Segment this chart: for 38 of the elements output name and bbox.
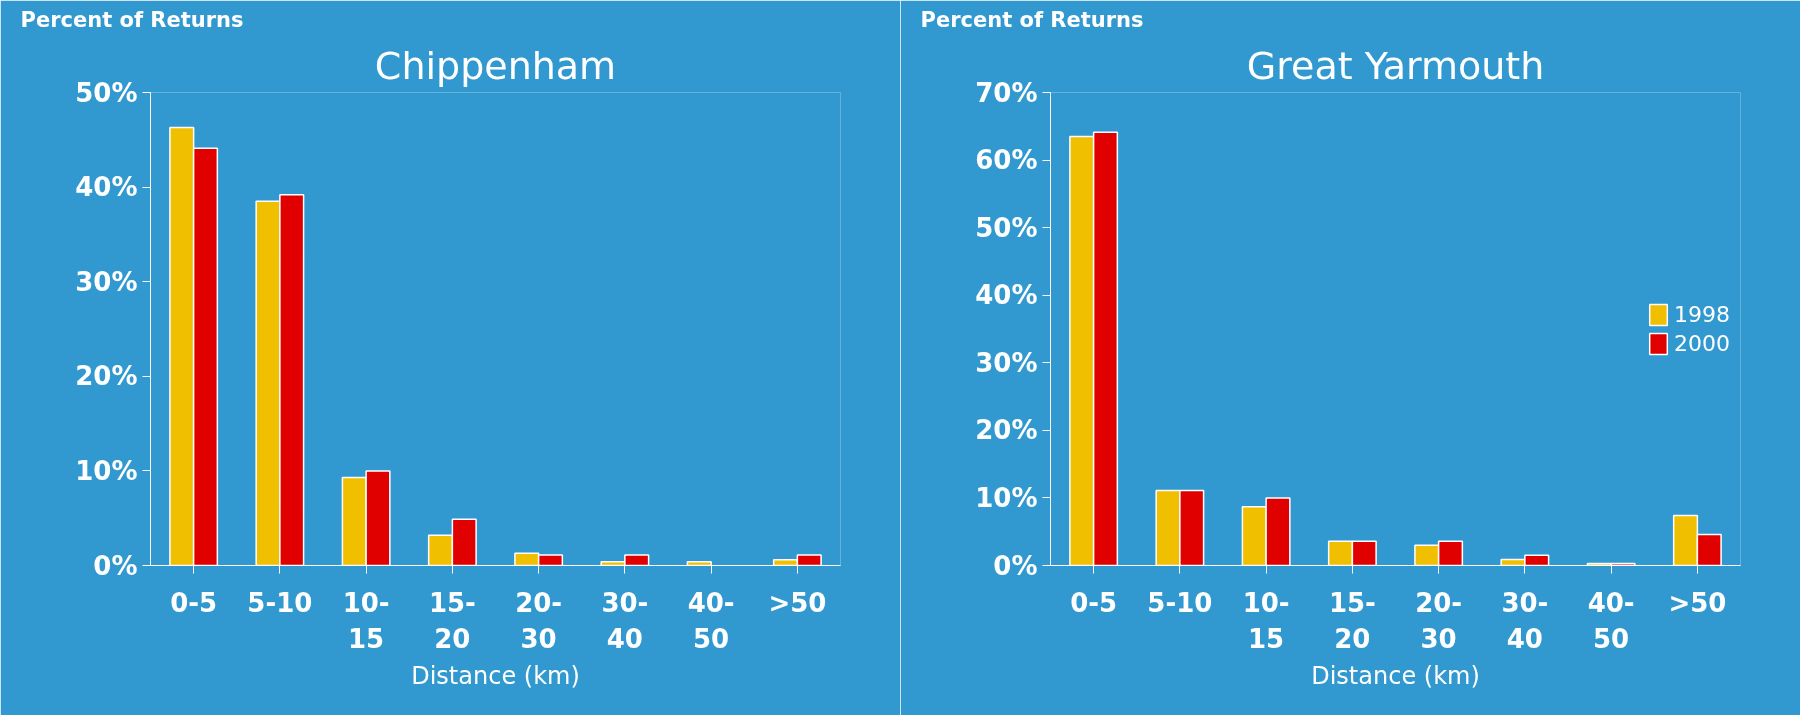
y-tick-label: 50% [75, 77, 138, 108]
y-tick-label: 0% [93, 550, 138, 581]
x-tick-label: >50 [1668, 587, 1727, 618]
x-tick-label: 10-15 [1242, 587, 1290, 654]
x-tick-label: 30-40 [601, 587, 649, 654]
x-tick-label: 15-20 [1328, 587, 1376, 654]
x-tick-label: 5-10 [1147, 587, 1213, 618]
y-tick-label: 10% [975, 482, 1038, 513]
y-tick-label: 30% [975, 347, 1038, 378]
x-tick-label: 20-30 [1415, 587, 1463, 654]
y-tick-label: 60% [975, 145, 1038, 176]
y-tick-label: 20% [75, 361, 138, 392]
x-tick-label: 40-50 [687, 587, 735, 654]
x-tick-label: 30-40 [1501, 587, 1549, 654]
x-tick-label: 0-5 [1070, 587, 1118, 618]
x-tick-label: 20-30 [515, 587, 563, 654]
y-tick-label: 50% [975, 212, 1038, 243]
x-tick-label: 0-5 [170, 587, 218, 618]
y-axis-title: Percent of Returns [20, 7, 244, 32]
x-tick-label: 5-10 [247, 587, 313, 618]
chart-title: Great Yarmouth [1246, 43, 1545, 88]
x-axis-title: Distance (km) [1311, 661, 1480, 690]
x-tick-label: 10-15 [342, 587, 390, 654]
legend-label: 2000 [1674, 330, 1730, 356]
y-axis-title: Percent of Returns [920, 7, 1144, 32]
y-tick-label: 0% [993, 550, 1038, 581]
chart-title: Chippenham [374, 43, 617, 88]
y-tick-label: 30% [75, 266, 138, 297]
x-tick-label: >50 [768, 587, 827, 618]
x-tick-label: 15-20 [428, 587, 476, 654]
x-axis-title: Distance (km) [411, 661, 580, 690]
legend-label: 1998 [1674, 301, 1730, 327]
y-tick-label: 70% [975, 77, 1038, 108]
x-tick-label: 40-50 [1587, 587, 1635, 654]
y-tick-label: 10% [75, 455, 138, 486]
y-tick-label: 20% [975, 415, 1038, 446]
y-tick-label: 40% [75, 172, 138, 203]
y-tick-label: 40% [975, 280, 1038, 311]
